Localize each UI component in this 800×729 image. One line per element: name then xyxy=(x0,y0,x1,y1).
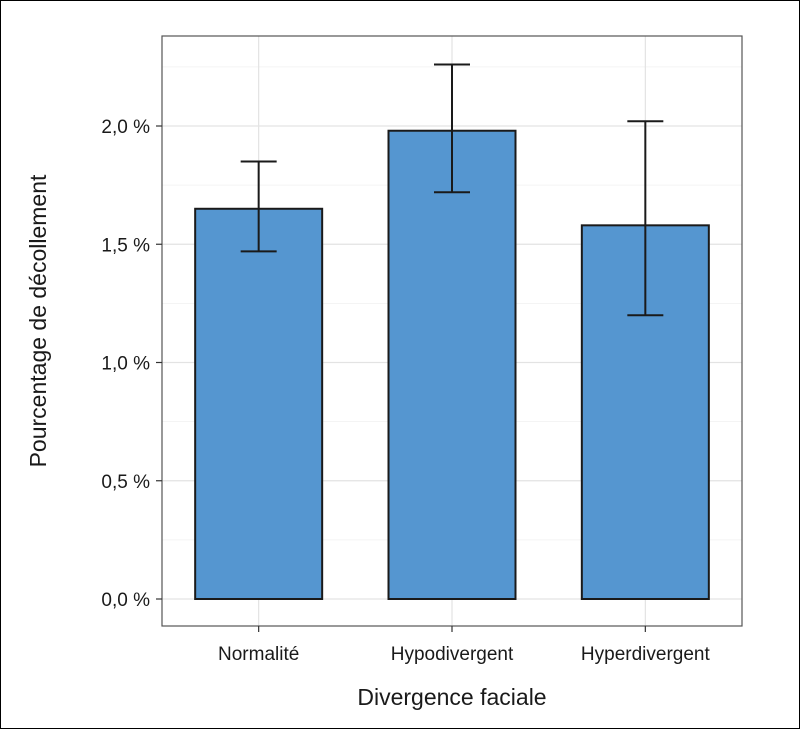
axis-ticks xyxy=(156,125,646,632)
bar-1 xyxy=(194,207,324,600)
error-bars xyxy=(240,63,664,317)
x-tick-label: Hypodivergent xyxy=(391,644,514,665)
y-tick-labels: 0,0 % 0,5 % 1,0 % 1,5 % 2,0 % xyxy=(101,117,150,611)
x-tick-labels: Normalité Hypodivergent Hyperdivergent xyxy=(218,644,710,665)
y-tick-label: 1,5 % xyxy=(101,235,150,256)
y-tick-label: 1,0 % xyxy=(101,354,150,375)
y-axis-title: Pourcentage de décollement xyxy=(25,174,51,467)
x-tick-label: Normalité xyxy=(218,644,299,665)
x-tick-label: Hyperdivergent xyxy=(581,644,711,665)
y-tick-label: 0,0 % xyxy=(101,590,150,611)
x-axis-title: Divergence faciale xyxy=(357,684,546,710)
bars xyxy=(194,129,710,601)
bar-2 xyxy=(387,129,517,600)
y-tick-label: 2,0 % xyxy=(101,117,150,138)
y-tick-label: 0,5 % xyxy=(101,472,150,493)
